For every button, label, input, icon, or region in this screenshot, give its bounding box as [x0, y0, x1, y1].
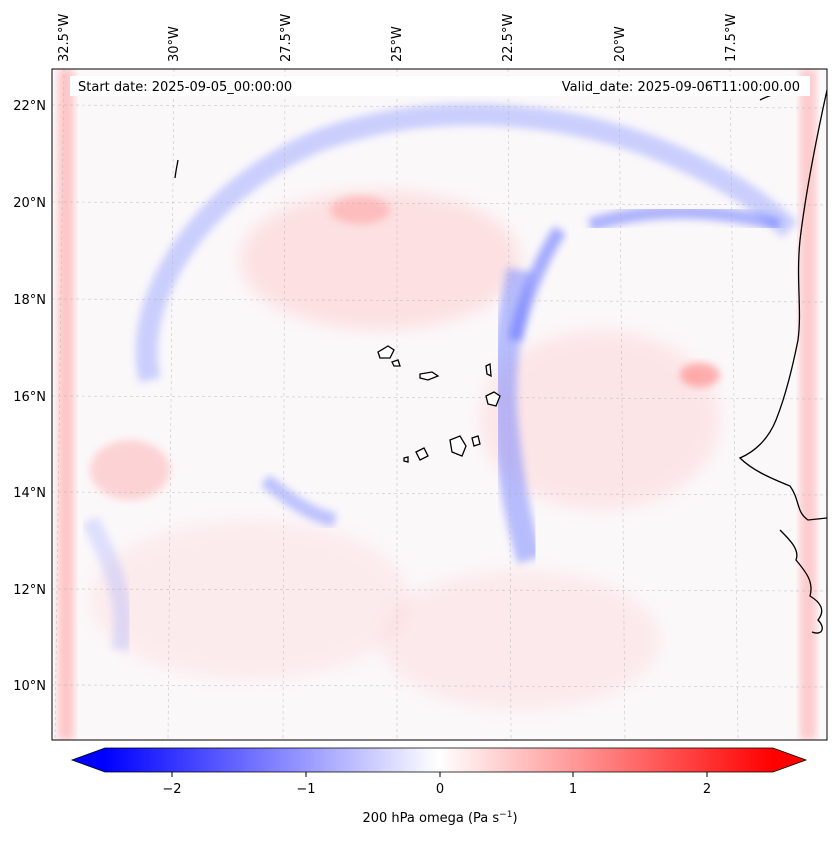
colorbar-tick: 1 [569, 782, 577, 797]
lat-tick: 20°N [13, 196, 46, 211]
lon-tick: 27.5°W [279, 14, 294, 62]
date-header-bg [70, 76, 810, 96]
colorbar-min-arrow [72, 748, 105, 772]
lat-tick: 18°N [13, 293, 46, 308]
lat-tick: 10°N [13, 679, 46, 694]
valid-date-label: Valid_date: 2025-09-06T11:00:00.00 [562, 80, 800, 95]
lat-tick: 14°N [13, 486, 46, 501]
colorbar-tick: −2 [162, 782, 181, 797]
gridlines [52, 69, 827, 740]
islands [377, 345, 501, 463]
lon-tick: 20°W [613, 26, 628, 62]
omega-field [58, 69, 816, 740]
lon-tick: 30°W [167, 26, 182, 62]
lat-tick: 22°N [13, 99, 46, 114]
colorbar-bar [105, 748, 773, 772]
colorbar-tick: 0 [436, 782, 444, 797]
lon-tick: 22.5°W [501, 14, 516, 62]
start-date-label: Start date: 2025-09-05_00:00:00 [78, 80, 292, 95]
colorbar-tick: −1 [296, 782, 315, 797]
colorbar-label: 200 hPa omega (Pa s−1) [362, 810, 517, 826]
map-panel [52, 69, 827, 740]
lat-tick: 16°N [13, 390, 46, 405]
map-frame [51, 68, 828, 741]
colorbar-tick: 2 [703, 782, 711, 797]
lat-tick: 12°N [13, 583, 46, 598]
colorbar-max-arrow [773, 748, 806, 772]
colorbar: −2 −1 0 1 2 200 hPa omega (Pa s−1) [70, 747, 808, 826]
longitude-ticks: 32.5°W 30°W 27.5°W 25°W 22.5°W 20°W 17.5… [57, 14, 739, 62]
lon-tick: 32.5°W [57, 14, 72, 62]
lon-tick: 25°W [390, 26, 405, 62]
latitude-ticks: 22°N 20°N 18°N 16°N 14°N 12°N 10°N [13, 99, 46, 694]
lon-tick: 17.5°W [724, 14, 739, 62]
